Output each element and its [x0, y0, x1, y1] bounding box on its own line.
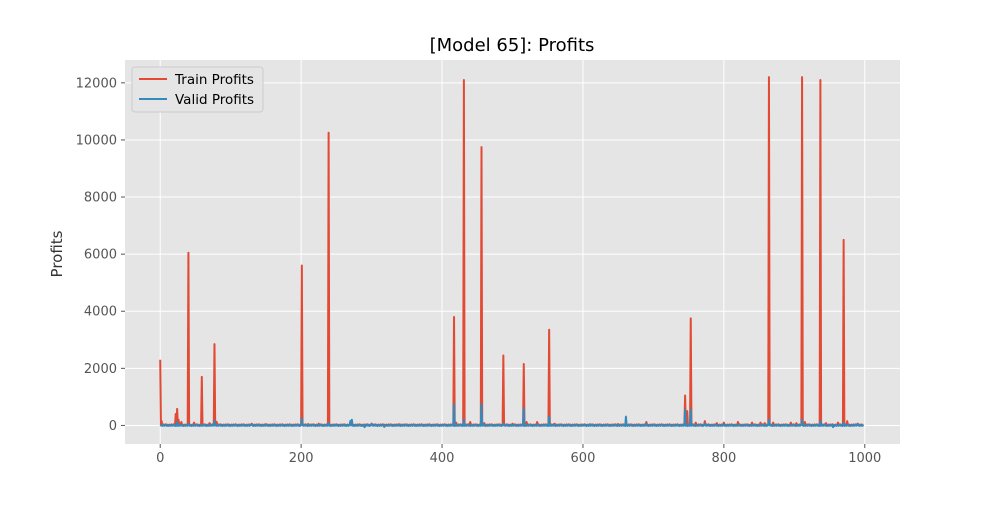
y-tick-label: 2000	[84, 362, 117, 377]
chart-title: [Model 65]: Profits	[430, 35, 595, 56]
x-axis-ticks: 0 200 400 600 800 1000	[156, 444, 881, 466]
y-tick-label: 12000	[76, 76, 117, 91]
grid-lines	[125, 60, 900, 444]
series-layer	[159, 76, 865, 429]
y-axis-ticks: 0 2000 4000 6000 8000 10000 12000	[76, 76, 125, 434]
x-tick-label: 200	[289, 451, 314, 466]
y-tick-label: 6000	[84, 248, 117, 263]
y-tick-label: 8000	[84, 191, 117, 206]
legend-label-valid: Valid Profits	[175, 92, 254, 108]
y-tick-label: 0	[109, 419, 117, 434]
x-tick-label: 800	[711, 451, 736, 466]
x-tick-label: 600	[571, 451, 596, 466]
legend-label-train: Train Profits	[174, 72, 254, 88]
valid-profits-line	[159, 403, 865, 429]
plot-area	[125, 60, 900, 444]
y-tick-label: 4000	[84, 305, 117, 320]
y-axis-label: Profits	[48, 230, 66, 277]
x-tick-label: 400	[430, 451, 455, 466]
x-tick-label: 1000	[848, 451, 881, 466]
x-tick-label: 0	[156, 451, 164, 466]
y-tick-label: 10000	[76, 133, 117, 148]
legend: Train Profits Valid Profits	[131, 66, 264, 113]
